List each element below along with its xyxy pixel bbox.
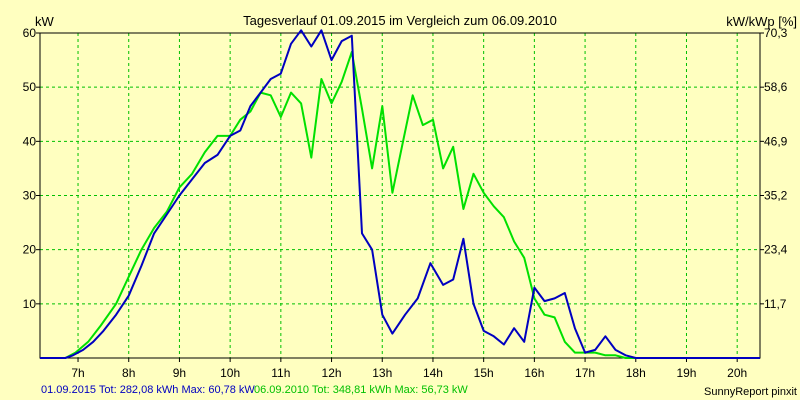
x-tick-label: 15h xyxy=(474,366,494,380)
y-tick-label-left: 20 xyxy=(23,243,37,257)
y-tick-label-right: 11,7 xyxy=(764,297,787,311)
y-tick-label-right: 46,9 xyxy=(764,134,788,148)
label-layer: 10 11,7 20 23,4 30 35,2 40 46,9 50 58,6 60 70,3 7h 8h… xyxy=(23,26,788,380)
y-tick-label-right: 58,6 xyxy=(764,80,788,94)
y-tick-label-left: 40 xyxy=(23,134,37,148)
footer-series2-summary: 06.09.2010 Tot: 348,81 kWh Max: 56,73 kW xyxy=(254,384,468,396)
y-tick-label-left: 50 xyxy=(23,80,37,94)
x-tick-label: 17h xyxy=(575,366,595,380)
y-tick-label-left: 60 xyxy=(23,26,37,40)
y-tick-label-left: 30 xyxy=(23,189,37,203)
grid-layer xyxy=(40,32,760,358)
x-tick-label: 8h xyxy=(122,366,135,380)
y-tick-label-right: 35,2 xyxy=(764,189,788,203)
x-tick-label: 12h xyxy=(322,366,342,380)
y-tick-label-left: 10 xyxy=(23,297,37,311)
x-tick-label: 10h xyxy=(220,366,240,380)
x-tick-label: 19h xyxy=(676,366,696,380)
series-layer xyxy=(40,29,760,359)
y-tick-label-right: 23,4 xyxy=(764,243,788,257)
x-tick-label: 16h xyxy=(524,366,544,380)
x-tick-label: 13h xyxy=(372,366,392,380)
y-axis-label-right: kW/kWp [%] xyxy=(726,14,797,29)
axis-layer xyxy=(36,32,764,362)
x-tick-label: 20h xyxy=(727,366,747,380)
footer-brand: SunnyReport pinxit xyxy=(704,386,797,398)
y-tick-label-right: 70,3 xyxy=(764,26,788,40)
x-tick-label: 18h xyxy=(626,366,646,380)
x-tick-label: 7h xyxy=(71,366,84,380)
chart-title: Tagesverlauf 01.09.2015 im Vergleich zum… xyxy=(243,13,557,28)
x-tick-label: 11h xyxy=(271,366,290,380)
series-line-06.09.2010 xyxy=(40,51,760,359)
footer-series1-summary: 01.09.2015 Tot: 282,08 kWh Max: 60,78 kW xyxy=(41,384,255,396)
series-line-01.09.2015 xyxy=(40,29,760,359)
x-tick-label: 9h xyxy=(173,366,186,380)
y-axis-label-left: kW xyxy=(35,14,55,29)
x-tick-label: 14h xyxy=(423,366,443,380)
